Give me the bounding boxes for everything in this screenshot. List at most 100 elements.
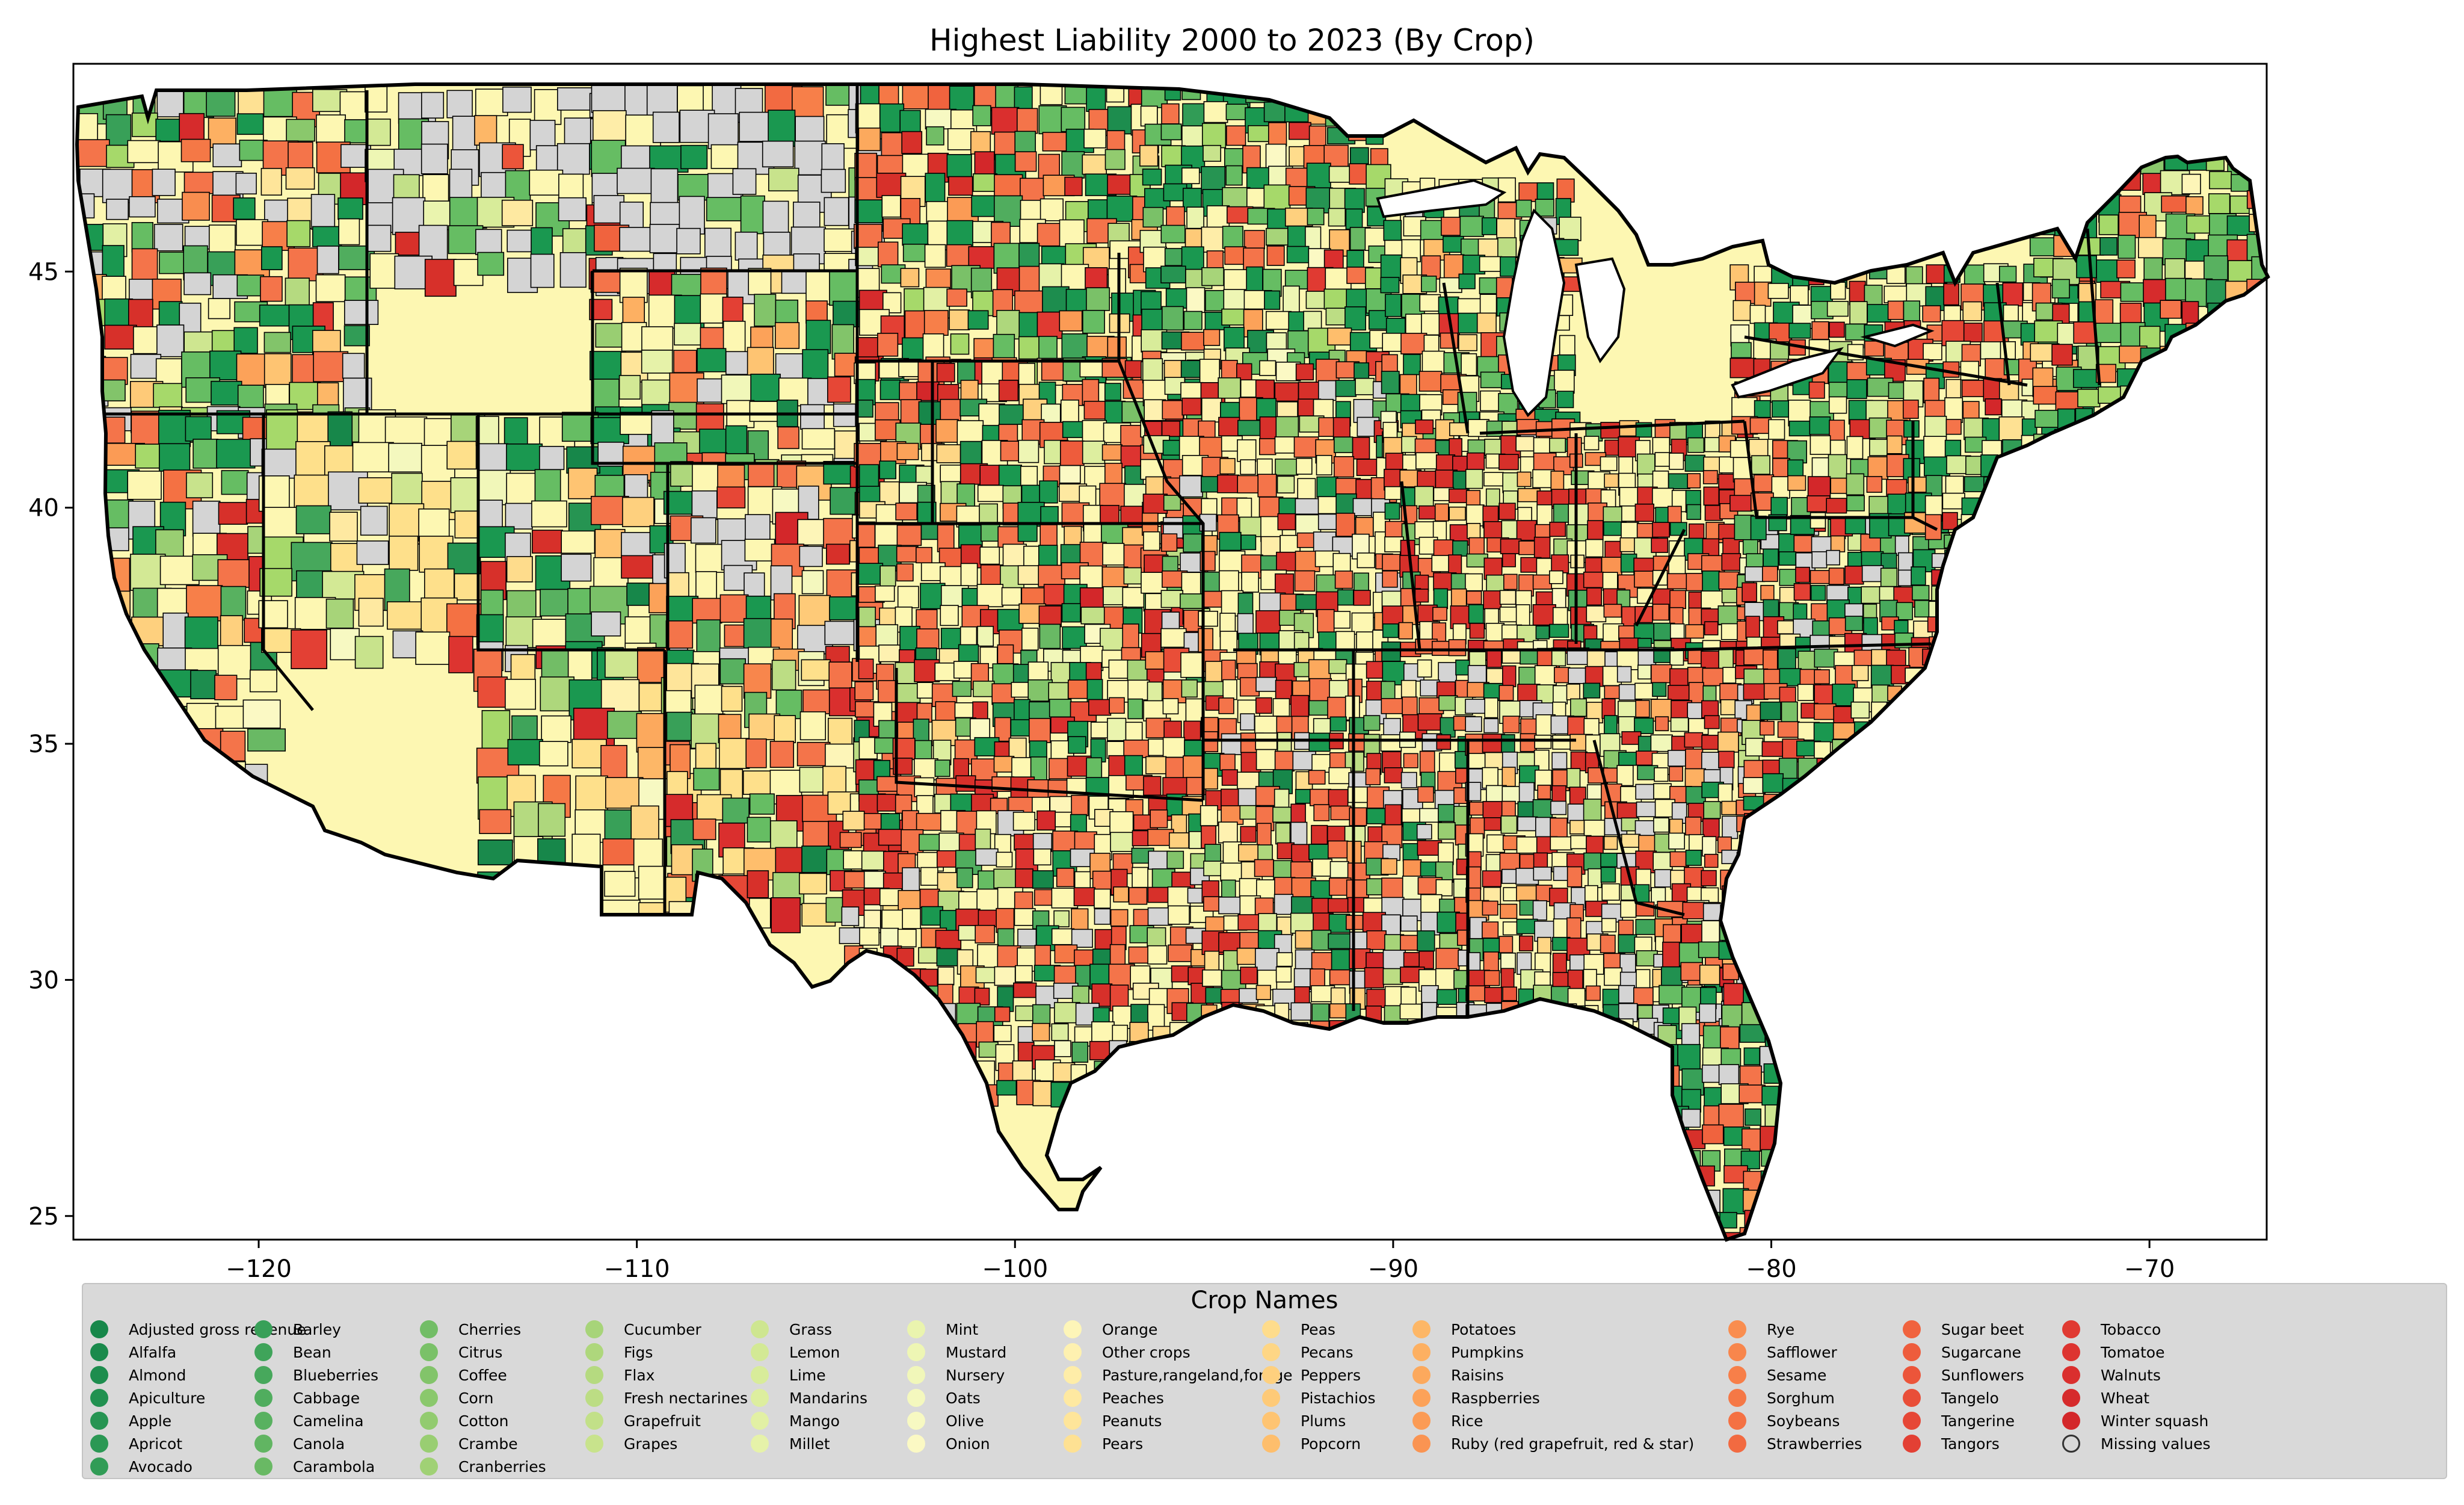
county-cell <box>842 811 865 831</box>
county-cell <box>972 105 991 126</box>
county-cell <box>1869 756 1891 774</box>
county-cell <box>1203 144 1222 162</box>
county-cell <box>1846 436 1864 460</box>
county-cell <box>1162 306 1184 331</box>
county-cell <box>1616 802 1638 820</box>
county-cell <box>1417 1022 1434 1047</box>
county-cell <box>1943 283 1960 306</box>
county-cell <box>1600 935 1616 954</box>
county-cell <box>1289 146 1307 167</box>
county-cell <box>747 870 769 898</box>
county-cell <box>1532 604 1556 626</box>
county-cell <box>1793 583 1811 601</box>
county-cell <box>1219 550 1246 573</box>
county-cell <box>452 116 478 152</box>
county-cell <box>1453 1020 1478 1044</box>
legend-swatch <box>1064 1389 1082 1407</box>
county-cell <box>1811 321 1829 340</box>
county-cell <box>1185 1063 1209 1089</box>
county-cell <box>446 440 477 470</box>
county-cell <box>1652 851 1673 871</box>
county-cell <box>1703 486 1720 506</box>
county-cell <box>769 741 795 768</box>
county-cell <box>1337 589 1354 606</box>
county-cell <box>186 763 212 803</box>
county-cell <box>568 468 598 499</box>
county-cell <box>2074 173 2097 193</box>
county-cell <box>954 702 975 719</box>
county-cell <box>1520 1018 1542 1035</box>
county-cell <box>2117 408 2139 439</box>
county-cell <box>1868 778 1887 794</box>
county-cell <box>1923 436 1947 460</box>
county-cell <box>649 223 680 253</box>
county-cell <box>1263 184 1291 211</box>
county-cell <box>1236 498 1252 518</box>
legend-label: Lime <box>789 1366 826 1384</box>
legend-swatch <box>1412 1366 1431 1384</box>
county-cell <box>1181 397 1202 416</box>
county-cell <box>1503 573 1518 590</box>
legend-item: Fresh nectarines <box>585 1386 748 1409</box>
county-cell <box>131 221 153 253</box>
legend-item: Olive <box>907 1409 1006 1432</box>
legend-item: Tobacco <box>2062 1318 2210 1341</box>
county-cell <box>1903 420 1920 438</box>
legend-label: Sunflowers <box>1941 1366 2024 1384</box>
county-cell <box>1550 800 1567 815</box>
county-cell <box>567 904 601 940</box>
county-cell <box>1999 455 2024 477</box>
county-cell <box>895 502 917 521</box>
county-cell <box>1501 520 1518 539</box>
county-cell <box>878 720 896 740</box>
county-cell <box>128 298 153 329</box>
county-cell <box>1829 419 1845 443</box>
x-tick-label: −90 <box>1368 1255 1418 1282</box>
county-cell <box>1944 617 1964 639</box>
county-cell <box>2003 515 2027 533</box>
county-cell <box>878 829 904 846</box>
county-cell <box>1887 300 1905 320</box>
county-cell <box>721 374 754 404</box>
county-cell <box>1220 1024 1243 1048</box>
county-cell <box>220 586 247 621</box>
legend-item: Soybeans <box>1728 1409 1862 1432</box>
county-cell <box>1203 101 1228 123</box>
county-cell <box>541 715 571 743</box>
county-cell <box>594 528 626 560</box>
county-cell <box>1751 455 1770 475</box>
county-cell <box>716 899 744 923</box>
legend-item: Peppers <box>1262 1364 1375 1386</box>
county-cell <box>1720 904 1749 930</box>
county-cell <box>1363 1024 1385 1046</box>
county-cell <box>1328 898 1350 913</box>
legend-item: Pistachios <box>1262 1386 1375 1409</box>
county-cell <box>158 443 191 472</box>
county-cell <box>699 428 728 456</box>
county-cell <box>2118 235 2136 259</box>
county-cell <box>719 594 749 623</box>
county-cell <box>1203 768 1218 790</box>
county-cell <box>1275 459 1299 476</box>
county-cell <box>1038 605 1062 628</box>
county-cell <box>1655 716 1669 732</box>
county-cell <box>1186 206 1204 229</box>
legend-swatch <box>1728 1320 1746 1338</box>
county-cell <box>2096 259 2119 283</box>
legend-swatch <box>420 1435 438 1453</box>
county-cell <box>1585 539 1604 558</box>
county-cell <box>186 585 223 622</box>
county-cell <box>857 400 873 418</box>
county-cell <box>1618 919 1634 935</box>
county-cell <box>1502 715 1520 734</box>
county-cell <box>742 770 772 795</box>
county-cell <box>2225 456 2252 484</box>
county-cell <box>1059 465 1081 484</box>
county-cell <box>697 378 724 403</box>
county-cell <box>1014 833 1036 851</box>
county-cell <box>1238 844 1260 862</box>
legend-swatch <box>1262 1412 1280 1430</box>
county-cell <box>936 362 955 383</box>
county-cell <box>100 648 137 689</box>
legend-label: Other crops <box>1102 1343 1190 1361</box>
